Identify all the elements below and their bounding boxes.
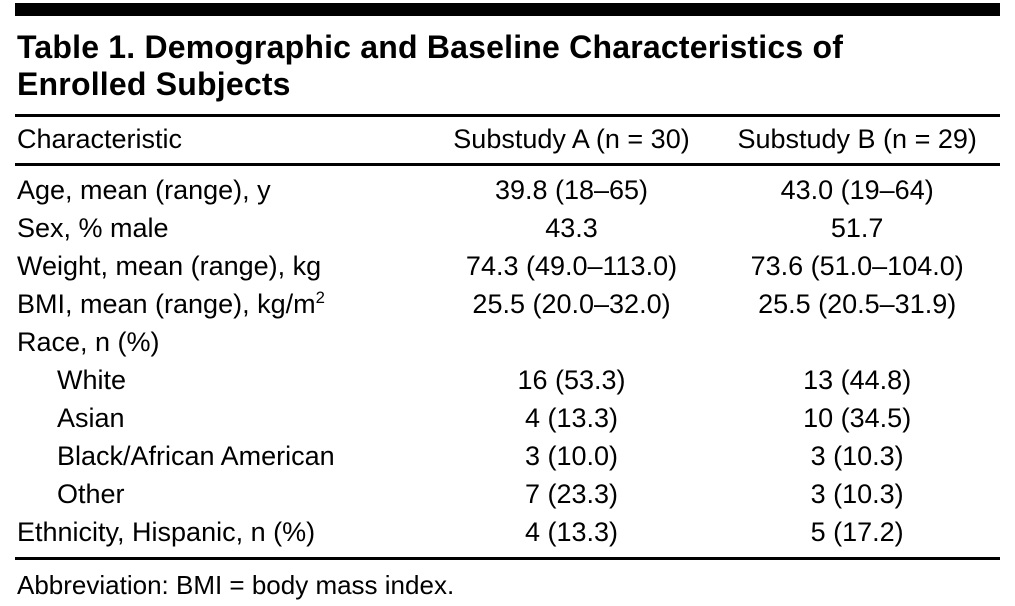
table-row-race-group: Race, n (%) bbox=[15, 323, 1000, 361]
table-footnote: Abbreviation: BMI = body mass index. bbox=[17, 570, 455, 600]
row-label: Other bbox=[57, 479, 125, 509]
cell-substudy-a: 3 (10.0) bbox=[524, 441, 619, 471]
table-body: Age, mean (range), y 39.8 (18–65) 43.0 (… bbox=[15, 165, 1000, 552]
table-row-age: Age, mean (range), y 39.8 (18–65) 43.0 (… bbox=[15, 165, 1000, 210]
row-label: Weight, mean (range), kg bbox=[17, 251, 322, 281]
table-row-race-asian: Asian 4 (13.3) 10 (34.5) bbox=[15, 399, 1000, 437]
cell-substudy-a: 4 (13.3) bbox=[524, 517, 619, 547]
row-label-text: BMI, mean (range), kg/m bbox=[17, 289, 316, 319]
row-label: Ethnicity, Hispanic, n (%) bbox=[17, 517, 316, 547]
cell-substudy-b: 43.0 (19–64) bbox=[780, 175, 934, 205]
cell-substudy-a: 39.8 (18–65) bbox=[494, 175, 649, 205]
row-label: White bbox=[57, 365, 127, 395]
cell-substudy-b: 3 (10.3) bbox=[810, 479, 904, 509]
header-row: Characteristic Substudy A (n = 30) Subst… bbox=[15, 117, 1000, 166]
top-rule bbox=[15, 3, 1000, 16]
cell-substudy-b bbox=[714, 323, 1000, 361]
table-row-bmi: BMI, mean (range), kg/m2 25.5 (20.0–32.0… bbox=[15, 285, 1000, 323]
rule-above-footnote bbox=[15, 557, 1000, 560]
superscript-2: 2 bbox=[315, 288, 325, 307]
table-row-sex: Sex, % male 43.3 51.7 bbox=[15, 209, 1000, 247]
table-header: Characteristic Substudy A (n = 30) Subst… bbox=[15, 117, 1000, 166]
table-row-ethnicity: Ethnicity, Hispanic, n (%) 4 (13.3) 5 (1… bbox=[15, 513, 1000, 551]
cell-substudy-a: 25.5 (20.0–32.0) bbox=[472, 289, 671, 319]
table-row-race-white: White 16 (53.3) 13 (44.8) bbox=[15, 361, 1000, 399]
row-label: Race, n (%) bbox=[17, 327, 160, 357]
cell-substudy-a: 16 (53.3) bbox=[517, 365, 626, 395]
cell-substudy-a: 43.3 bbox=[545, 213, 598, 243]
column-header-substudy-a: Substudy A (n = 30) bbox=[428, 117, 715, 166]
table-title: Table 1. Demographic and Baseline Charac… bbox=[17, 29, 844, 102]
rule-below-title bbox=[15, 114, 1000, 117]
demographics-table: Characteristic Substudy A (n = 30) Subst… bbox=[15, 117, 1000, 551]
row-label: Asian bbox=[57, 403, 125, 433]
table-row-race-black: Black/African American 3 (10.0) 3 (10.3) bbox=[15, 437, 1000, 475]
cell-substudy-b: 25.5 (20.5–31.9) bbox=[758, 289, 957, 319]
cell-substudy-b: 51.7 bbox=[830, 213, 884, 243]
cell-substudy-b: 10 (34.5) bbox=[803, 403, 912, 433]
column-header-characteristic: Characteristic bbox=[15, 117, 429, 166]
row-label: Age, mean (range), y bbox=[17, 175, 271, 205]
row-label: Sex, % male bbox=[17, 213, 169, 243]
cell-substudy-a: 4 (13.3) bbox=[524, 403, 619, 433]
cell-substudy-b: 5 (17.2) bbox=[810, 517, 904, 547]
row-label: BMI, mean (range), kg/m2 bbox=[15, 285, 429, 323]
row-label: Black/African American bbox=[57, 441, 335, 471]
cell-substudy-b: 13 (44.8) bbox=[803, 365, 912, 395]
cell-substudy-b: 3 (10.3) bbox=[810, 441, 904, 471]
table-row-race-other: Other 7 (23.3) 3 (10.3) bbox=[15, 475, 1000, 513]
cell-substudy-a bbox=[429, 323, 715, 361]
cell-substudy-a: 74.3 (49.0–113.0) bbox=[465, 251, 678, 281]
cell-substudy-a: 7 (23.3) bbox=[524, 479, 619, 509]
cell-substudy-b: 73.6 (51.0–104.0) bbox=[750, 251, 964, 281]
column-header-substudy-b: Substudy B (n = 29) bbox=[714, 117, 1000, 166]
table-row-weight: Weight, mean (range), kg 74.3 (49.0–113.… bbox=[15, 247, 1000, 285]
